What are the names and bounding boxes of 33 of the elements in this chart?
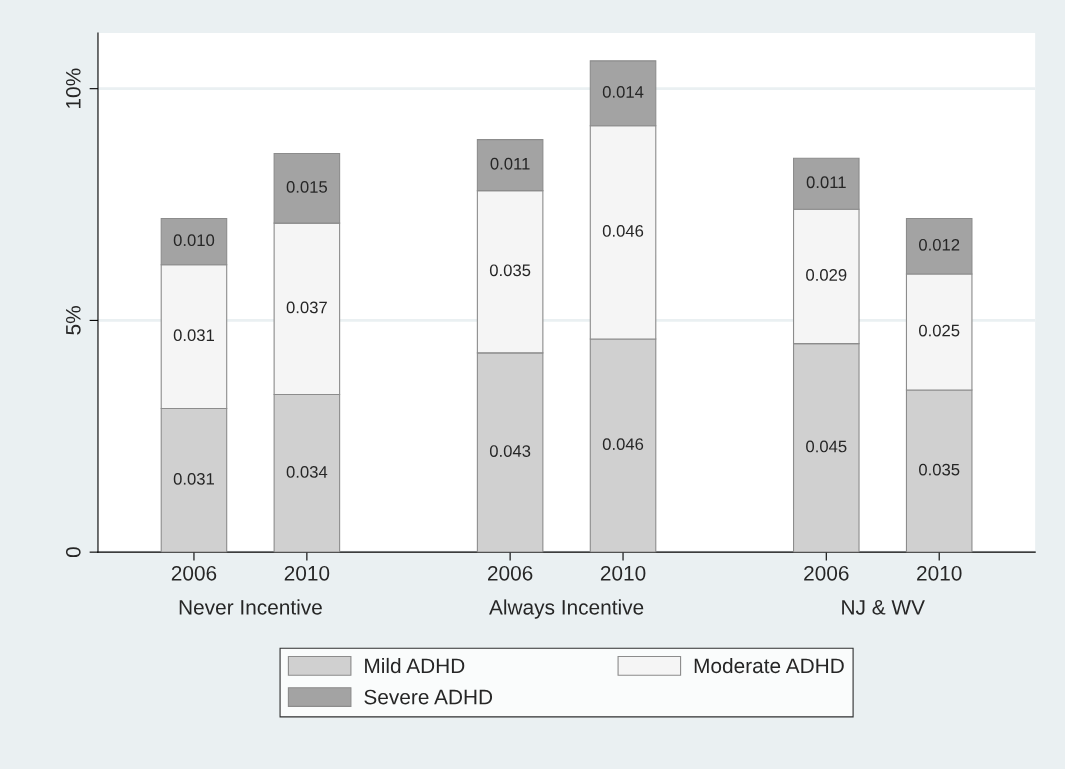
data-label: 0.012 bbox=[919, 238, 960, 251]
y-tick-label: 5% bbox=[66, 306, 81, 335]
data-label: 0.031 bbox=[173, 472, 214, 485]
data-label: 0.010 bbox=[173, 234, 215, 247]
text: Never Incentive bbox=[179, 599, 322, 615]
y-tick-label: 10% bbox=[65, 68, 81, 108]
x-tick-label: 2010 bbox=[284, 565, 330, 581]
data-label: 0.046 bbox=[602, 225, 644, 237]
x-tick-label: 2006 bbox=[171, 565, 217, 581]
data-label: 0.034 bbox=[286, 466, 328, 478]
data-label: 0.025 bbox=[919, 324, 960, 337]
x-tick-label: 2006 bbox=[488, 565, 533, 581]
data-label: 0.035 bbox=[919, 463, 960, 476]
data-label: 0.015 bbox=[286, 181, 328, 193]
x-tick-label: 2006 bbox=[804, 565, 849, 581]
data-label: 0.011 bbox=[806, 176, 846, 189]
data-label: 0.031 bbox=[173, 329, 214, 342]
data-label: 0.029 bbox=[806, 269, 847, 281]
y-tick-label: 0 bbox=[65, 547, 81, 558]
legend-label: Mild ADHD bbox=[365, 657, 465, 674]
data-label: 0.035 bbox=[489, 264, 531, 277]
x-tick-label: 2010 bbox=[917, 565, 962, 581]
text: NJ & WV bbox=[842, 600, 925, 615]
text: Always Incentive bbox=[489, 599, 644, 619]
data-label: 0.043 bbox=[489, 445, 531, 457]
data-label: 0.045 bbox=[806, 440, 847, 453]
x-tick-label: 2010 bbox=[600, 565, 646, 581]
legend-label: Severe ADHD bbox=[364, 689, 493, 705]
legend-label: Moderate ADHD bbox=[694, 657, 844, 674]
data-label: 0.046 bbox=[602, 438, 644, 451]
data-label: 0.037 bbox=[286, 301, 327, 314]
data-label: 0.011 bbox=[490, 157, 530, 170]
data-label: 0.014 bbox=[602, 85, 644, 98]
